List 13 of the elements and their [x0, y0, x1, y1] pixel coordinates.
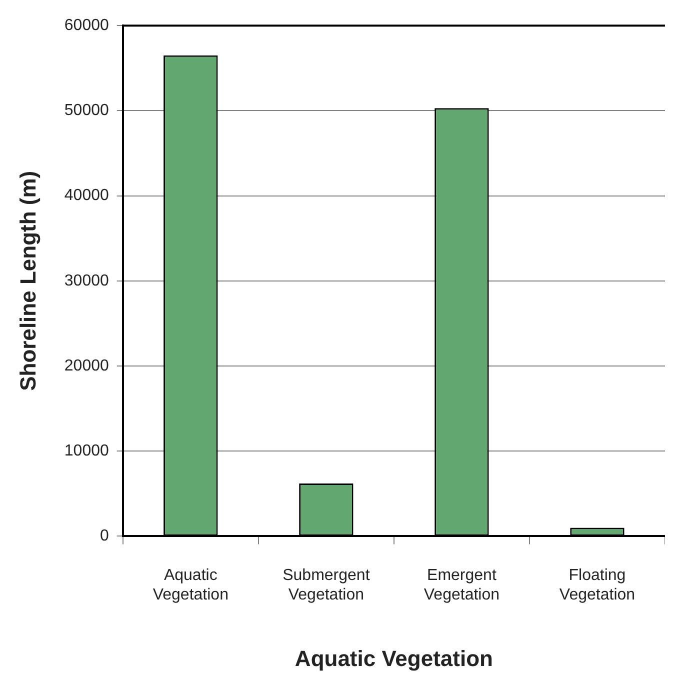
y-tick-label: 40000: [64, 187, 109, 204]
y-tick-label: 50000: [64, 102, 109, 120]
x-tick-label: Emergent Vegetation: [424, 567, 500, 604]
x-tick-label: Floating Vegetation: [559, 567, 636, 604]
y-tick-label: 30000: [64, 272, 109, 290]
y-axis-title: Shoreline Length (m): [15, 170, 40, 391]
y-tick-label: 20000: [64, 357, 109, 374]
y-tick-label: 60000: [64, 17, 109, 34]
x-tick-label: Submergent Vegetation: [282, 567, 370, 604]
y-tick-label: 10000: [64, 442, 109, 460]
x-tick-label: Aquatic Vegetation: [152, 567, 228, 604]
y-tick-label: 0: [100, 528, 109, 545]
x-axis-title: Aquatic Vegetation: [294, 646, 493, 671]
